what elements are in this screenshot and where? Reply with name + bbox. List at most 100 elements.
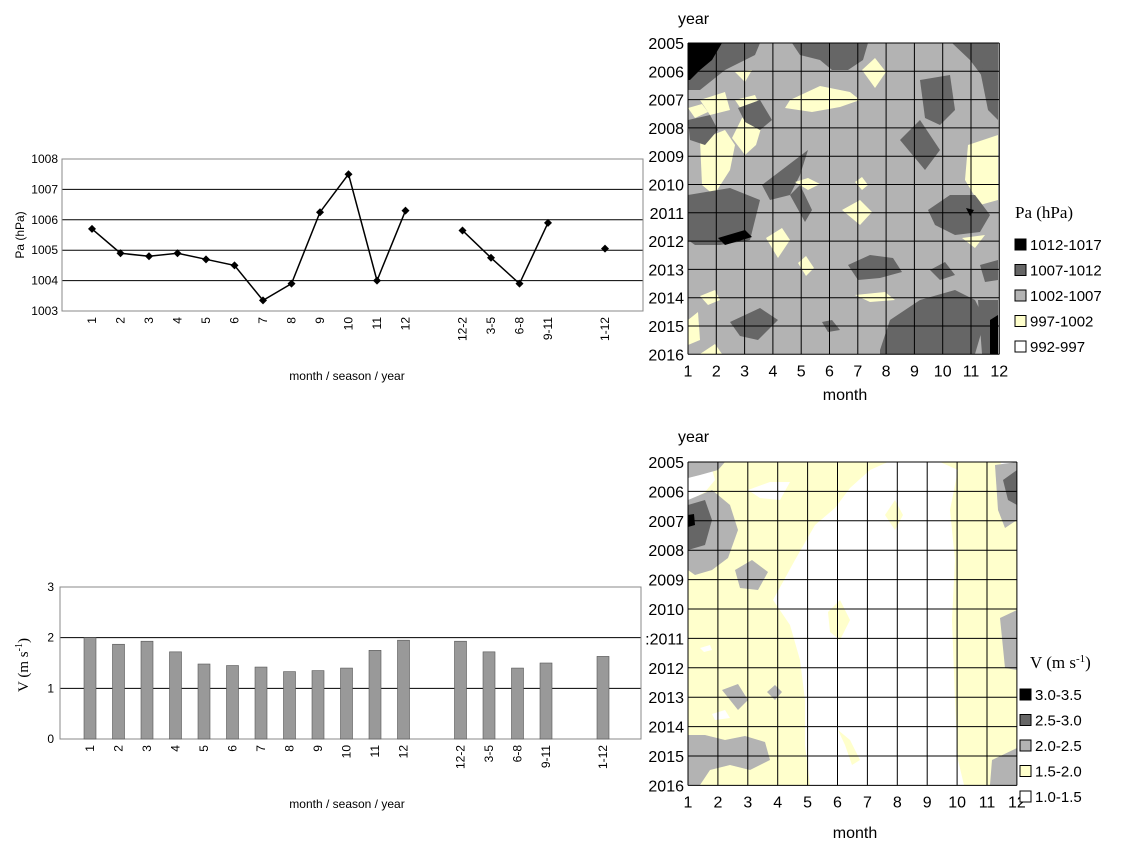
pressure-map-legend-swatch xyxy=(1014,340,1027,353)
pressure-map-x-tick-label: 5 xyxy=(797,363,806,380)
pressure-map-x-ticks: 1 2 3 4 5 6 7 8 9 10 11 12 xyxy=(684,363,1009,380)
pressure-map-legend-swatch xyxy=(1014,264,1027,276)
wind-x-axis-label: month / season / year xyxy=(289,797,404,811)
wind-x-tick-label: 1-12 xyxy=(596,745,610,769)
wind-y-tick-label: 1 xyxy=(47,681,54,695)
pressure-x-tick-label: 4 xyxy=(171,317,185,324)
wind-x-tick-label: 12-2 xyxy=(454,745,468,769)
wind-map-legend-label: 1.5-2.0 xyxy=(1035,764,1082,781)
wind-map-legend-label: 1.0-1.5 xyxy=(1035,789,1082,806)
pressure-contour-fill xyxy=(688,43,999,354)
wind-y-ticks: 0 1 2 3 xyxy=(47,580,54,746)
wind-x-tick-label: 6 xyxy=(226,745,240,752)
pressure-map-legend-swatch xyxy=(1014,238,1027,251)
pressure-legend: Pa (hPa) 1012-1017 1007-1012 1002-1007 997-… xyxy=(1014,203,1102,356)
wind-map-x-tick-label: 8 xyxy=(893,794,902,811)
pressure-map-legend-label: 997-1002 xyxy=(1030,314,1093,331)
wind-map-legend-label: 3.0-3.5 xyxy=(1035,687,1082,704)
pressure-map-y-tick-label: 2005 xyxy=(648,36,684,53)
wind-map-legend-label: 2.5-3.0 xyxy=(1035,713,1082,730)
pressure-data-point xyxy=(515,279,524,288)
wind-x-tick-label: 3 xyxy=(140,745,154,752)
pressure-y-tick-label: 1007 xyxy=(31,182,58,196)
wind-map-y-tick-label: 2005 xyxy=(648,455,684,472)
pressure-y-ticks: 1003 1004 1005 1006 1007 1008 xyxy=(31,152,58,318)
pressure-y-tick-label: 1006 xyxy=(31,213,58,227)
pressure-map-x-tick-label: 11 xyxy=(963,363,980,380)
pressure-x-tick-label: 6-8 xyxy=(513,317,527,335)
wind-x-tick-label: 8 xyxy=(283,745,297,752)
pressure-x-ticks: 1 2 3 4 5 6 7 8 9 10 11 12 12-2 3-5 6-8 9-11 1-12 xyxy=(85,317,612,341)
pressure-x-tick-label: 3-5 xyxy=(484,317,498,335)
pressure-map-x-axis-label: month xyxy=(823,387,867,404)
wind-map-x-tick-label: 10 xyxy=(948,794,966,811)
pressure-map-y-tick-label: 2015 xyxy=(648,319,684,336)
pressure-y-tick-label: 1004 xyxy=(31,274,58,288)
wind-map-y-tick-label: 2009 xyxy=(648,573,684,590)
wind-bar xyxy=(311,670,325,740)
wind-bar xyxy=(140,640,154,740)
wind-bar xyxy=(226,665,239,740)
pressure-map-legend-swatch xyxy=(1014,315,1027,327)
wind-x-tick-label: 7 xyxy=(254,745,268,752)
wind-x-tick-label: 12 xyxy=(397,745,411,759)
wind-map-legend-swatch xyxy=(1019,790,1032,803)
pressure-x-tick-label: 9 xyxy=(313,317,327,324)
pressure-map-y-tick-label: 2014 xyxy=(648,291,684,308)
wind-series xyxy=(83,637,610,740)
pressure-contour-chart: year xyxy=(648,11,1101,404)
pressure-map-legend-swatch xyxy=(1014,289,1027,302)
pressure-map-y-tick-label: 2007 xyxy=(648,93,684,110)
pressure-map-y-ticks: 2005 2006 2007 2008 2009 2010 2011 2012 2013 2014… xyxy=(648,36,684,364)
pressure-map-legend-label: 1002-1007 xyxy=(1030,288,1102,305)
wind-map-x-tick-label: 9 xyxy=(923,794,932,811)
pressure-y-axis-label: Pa (hPa) xyxy=(13,211,27,258)
wind-map-y-axis-label: year xyxy=(678,429,710,446)
wind-y-tick-label: 0 xyxy=(47,732,54,746)
wind-map-y-ticks: 2005 2006 2007 2008 2009 2010:2011 2012 2013 201… xyxy=(645,455,684,795)
wind-legend: V (m s-1) 3.0-3.5 2.5-3.0 2.0-2.5 1.5-2.0 1.… xyxy=(1019,653,1091,806)
wind-map-y-tick-label: 2010 xyxy=(648,602,684,619)
wind-y-tick-label: 2 xyxy=(47,631,54,645)
pressure-x-tick-label: 8 xyxy=(285,317,299,324)
wind-x-tick-label: 5 xyxy=(197,745,211,752)
pressure-data-point xyxy=(230,261,239,270)
wind-map-y-tick-label: :2011 xyxy=(645,631,684,648)
pressure-map-y-tick-label: 2010 xyxy=(648,178,684,195)
pressure-map-x-tick-label: 9 xyxy=(910,363,919,380)
pressure-x-tick-label: 1 xyxy=(85,317,99,324)
pressure-y-tick-label: 1008 xyxy=(31,152,58,166)
pressure-gridlines xyxy=(62,158,643,312)
pressure-data-point xyxy=(202,255,210,264)
wind-bar xyxy=(254,666,268,740)
pressure-x-tick-label: 11 xyxy=(370,317,384,330)
pressure-map-x-tick-label: 7 xyxy=(853,363,862,380)
pressure-data-point xyxy=(458,226,467,235)
wind-map-legend-swatch xyxy=(1019,765,1032,777)
wind-map-legend-swatch xyxy=(1019,739,1032,752)
wind-bar xyxy=(397,639,410,740)
wind-map-x-tick-label: 1 xyxy=(684,794,693,811)
pressure-map-x-tick-label: 2 xyxy=(712,363,721,380)
wind-x-ticks: 1 2 3 4 5 6 7 8 9 10 11 12 12-2 3-5 6-8 9-11 1-12 xyxy=(83,745,610,769)
wind-contour-fill xyxy=(688,462,1017,785)
wind-map-x-ticks: 1 2 3 4 5 6 7 8 9 10 11 12 xyxy=(684,794,1026,811)
wind-x-tick-label: 6-8 xyxy=(511,745,525,763)
wind-y-axis-label: V (m s-1) xyxy=(14,638,32,692)
pressure-data-point xyxy=(601,244,609,253)
pressure-data-point xyxy=(173,249,182,258)
pressure-map-legend-label: 1007-1012 xyxy=(1030,263,1102,280)
wind-map-y-tick-label: 2015 xyxy=(648,749,684,766)
pressure-map-x-tick-label: 4 xyxy=(768,363,777,380)
pressure-x-tick-label: 12 xyxy=(399,317,413,331)
pressure-data-point xyxy=(145,252,153,261)
pressure-x-axis-label: month / season / year xyxy=(289,369,404,383)
pressure-series-line xyxy=(91,172,407,302)
pressure-y-tick-label: 1005 xyxy=(31,243,58,257)
pressure-map-grid xyxy=(687,42,1000,355)
wind-map-y-tick-label: 2016 xyxy=(648,778,684,795)
